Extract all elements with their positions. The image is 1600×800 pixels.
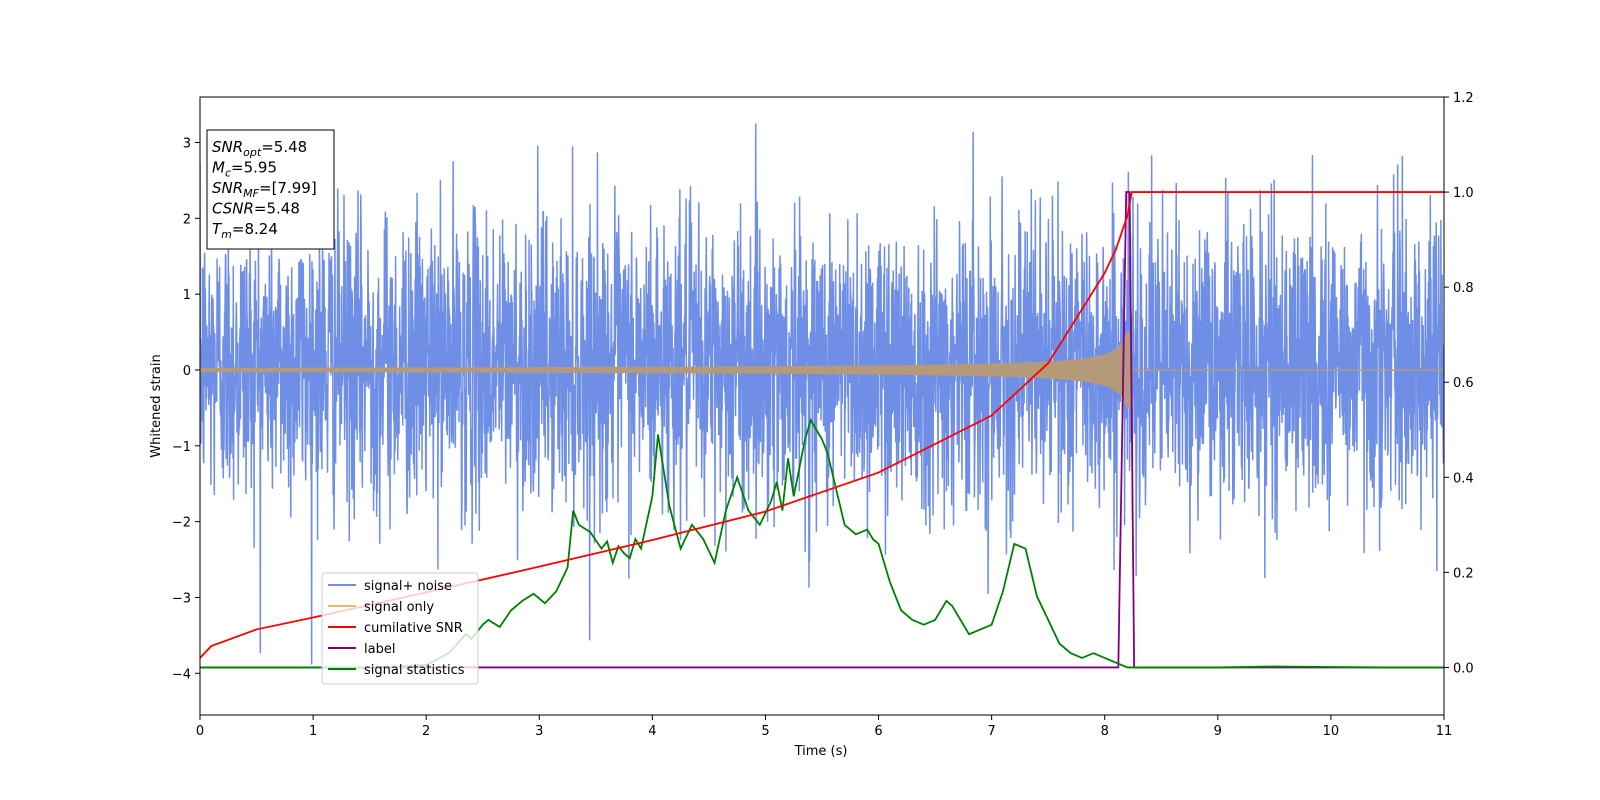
y-right-tick-label: 0.8 bbox=[1453, 281, 1474, 296]
x-tick-label: 7 bbox=[987, 724, 995, 739]
plot-frame bbox=[199, 96, 1445, 716]
info-box-line: CSNR=5.48 bbox=[212, 200, 300, 218]
y-right-tick-label: 1.2 bbox=[1453, 91, 1474, 106]
legend-entry: label bbox=[364, 642, 395, 657]
info-box-line: SNRMF=[7.99] bbox=[212, 179, 317, 200]
y-left-tick-label: 2 bbox=[183, 212, 191, 227]
legend-entry: signal only bbox=[364, 600, 434, 615]
y-axis-label: Whitened strain bbox=[149, 354, 164, 457]
info-box-line: Tm=8.24 bbox=[212, 220, 278, 241]
x-tick-label: 8 bbox=[1101, 724, 1109, 739]
series-cumulative-snr bbox=[200, 191, 1444, 659]
info-box-line: SNRopt=5.48 bbox=[212, 138, 307, 159]
x-tick-label: 9 bbox=[1214, 724, 1222, 739]
y-right-tick-label: 0.2 bbox=[1453, 566, 1474, 581]
legend-entry: cumilative SNR bbox=[364, 621, 463, 636]
y-left-tick-label: −4 bbox=[172, 667, 191, 682]
y-right-tick-label: 0.0 bbox=[1453, 661, 1474, 676]
y-left-tick-label: −1 bbox=[172, 440, 191, 455]
y-right-tick-label: 1.0 bbox=[1453, 186, 1474, 201]
y-left-tick-label: 3 bbox=[183, 136, 191, 151]
series-layer bbox=[200, 123, 1444, 669]
x-tick-label: 10 bbox=[1323, 724, 1340, 739]
x-tick-label: 6 bbox=[874, 724, 882, 739]
x-tick-label: 1 bbox=[309, 724, 317, 739]
x-tick-label: 3 bbox=[535, 724, 543, 739]
series-signal-only bbox=[200, 332, 1132, 408]
y-left-tick-label: −3 bbox=[172, 591, 191, 606]
legend-entry: signal statistics bbox=[364, 663, 465, 678]
y-right-tick-label: 0.6 bbox=[1453, 376, 1474, 391]
ticks-layer: 0 1 2 3 4 5 6 7 8 9 10 11 −4 −3 −2 −1 0 1 2 3 0.0 0.2 0.4 0.6 0.… bbox=[172, 91, 1474, 739]
legend: signal+ noise signal only cumilative SNR la… bbox=[321, 572, 479, 685]
x-tick-label: 0 bbox=[196, 724, 204, 739]
y-left-tick-label: 1 bbox=[183, 288, 191, 303]
legend-entry: signal+ noise bbox=[364, 579, 452, 594]
x-tick-label: 4 bbox=[648, 724, 656, 739]
x-tick-label: 2 bbox=[422, 724, 430, 739]
y-left-tick-label: 0 bbox=[183, 364, 191, 379]
y-right-tick-label: 0.4 bbox=[1453, 471, 1474, 486]
info-box-frame bbox=[206, 129, 335, 250]
series-signal-statistics bbox=[200, 418, 1444, 669]
y-left-tick-label: −2 bbox=[172, 516, 191, 531]
x-tick-label: 5 bbox=[761, 724, 769, 739]
info-box-line: Mc=5.95 bbox=[212, 159, 277, 180]
x-axis-label: Time (s) bbox=[794, 744, 848, 759]
series-signal-noise bbox=[200, 123, 1444, 665]
legend-box bbox=[321, 572, 479, 685]
x-tick-label: 11 bbox=[1436, 724, 1453, 739]
